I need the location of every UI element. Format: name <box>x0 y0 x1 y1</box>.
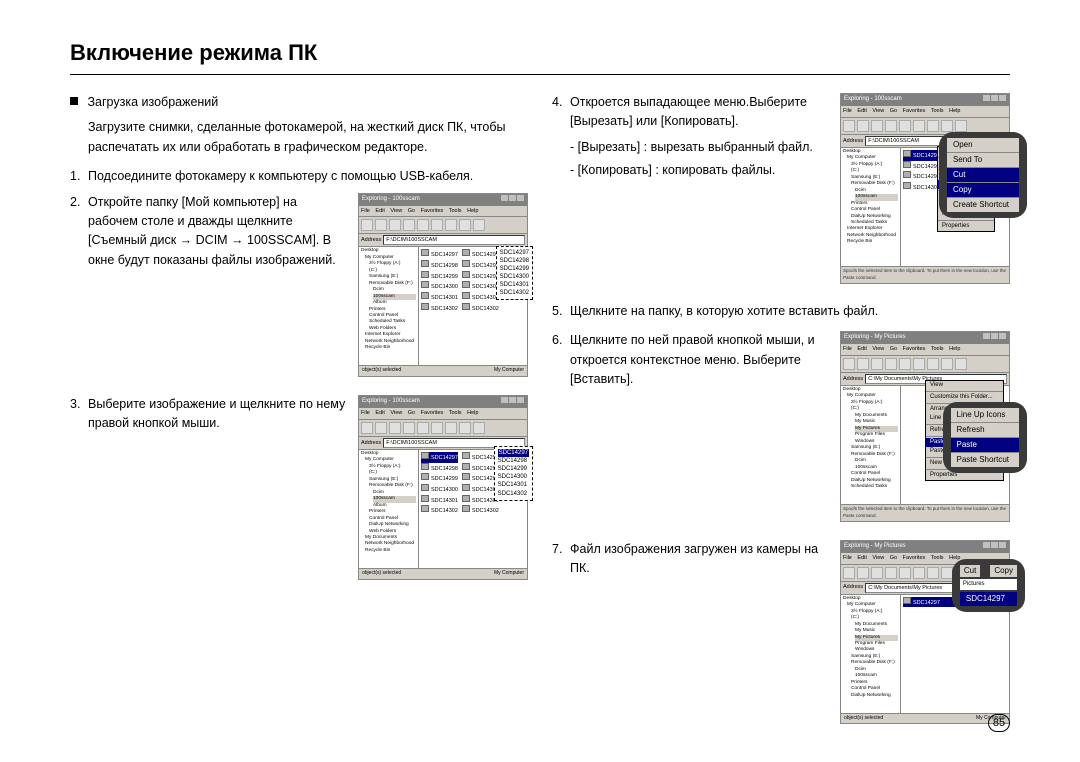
toolbar <box>359 217 527 234</box>
lens-cut-label: Cut <box>960 565 980 577</box>
lens-refresh: Refresh <box>951 423 1019 438</box>
status-bar: object(s) selected My Computer <box>359 365 527 376</box>
bullet-icon <box>70 97 78 105</box>
address-label: Address <box>361 236 381 245</box>
menu-tools: Tools <box>449 208 462 214</box>
screenshot-step3: Exploring - 100sscam File Edit View Go F… <box>358 395 528 580</box>
step-7: 7. Файл изображения загружен из камеры н… <box>552 540 832 579</box>
step-text: Выберите изображение и щелкните по нему … <box>88 395 350 434</box>
lens-file-name: SDC14297 <box>960 592 1017 606</box>
window-controls <box>500 195 524 205</box>
menu-file: File <box>361 208 370 214</box>
files-callout-selected: SDC14297 SDC14298 SDC14299 SDC14300 SDC1… <box>494 446 533 501</box>
screenshot-step2: Exploring - 100sscam File Edit View Go F… <box>358 193 528 378</box>
screenshot-step4: Exploring - 100sscam File Edit View Go F… <box>840 93 1010 284</box>
lens-cut: Cut <box>947 168 1019 183</box>
files-callout: SDC14297 SDC14298 SDC14299 SDC14300 SDC1… <box>496 246 533 301</box>
lens-paste-item: Paste <box>951 438 1019 453</box>
step-1: 1. Подсоедините фотокамеру к компьютеру … <box>70 167 528 186</box>
step-text: Откройте папку [Мой компьютер] на рабоче… <box>88 193 350 271</box>
right-column: 4. Откроется выпадающее меню.Выберите [В… <box>552 93 1010 742</box>
step-number: 5. <box>552 302 570 321</box>
lens-shortcut: Create Shortcut <box>947 198 1019 212</box>
section-heading-text: Загрузка изображений <box>87 95 218 109</box>
page-number: 85 <box>988 714 1010 732</box>
folder-tree: Desktop My Computer 3½ Floppy (A:) (C:) … <box>359 247 419 365</box>
step-2: 2. Откройте папку [Мой компьютер] на раб… <box>70 193 350 271</box>
step-number: 4. <box>552 93 570 132</box>
lens-paste-shortcut: Paste Shortcut <box>951 453 1019 467</box>
menu-fav: Favorites <box>421 208 444 214</box>
lens-open: Open <box>947 138 1019 153</box>
menu-help: Help <box>467 208 478 214</box>
page-title: Включение режима ПК <box>70 40 1010 75</box>
step-4: 4. Откроется выпадающее меню.Выберите [В… <box>552 93 832 132</box>
status-footnote: Spoofs the selected item to the clipboar… <box>841 266 1009 283</box>
left-column: Загрузка изображений Загрузите снимки, с… <box>70 93 528 742</box>
menu-edit: Edit <box>375 208 384 214</box>
window-controls <box>500 397 524 407</box>
step-number: 7. <box>552 540 570 579</box>
window-title: Exploring - 100sscam <box>844 95 902 105</box>
step-number: 2. <box>70 193 88 271</box>
window-title: Exploring - My Pictures <box>844 333 906 343</box>
lens-paste: Line Up Icons Refresh Paste Paste Shortc… <box>943 402 1027 473</box>
lens-pictures-label: Pictures <box>960 579 1017 590</box>
step-text: Файл изображения загружен из камеры на П… <box>570 540 832 579</box>
step-number: 3. <box>70 395 88 434</box>
intro-text: Загрузите снимки, сделанные фотокамерой,… <box>88 118 528 157</box>
step-number: 1. <box>70 167 88 186</box>
menubar: File Edit View Go Favorites Tools Help <box>359 206 527 218</box>
lens-copy-label: Copy <box>990 565 1017 577</box>
lens-sendto: Send To <box>947 153 1019 168</box>
menu-view: View <box>390 208 402 214</box>
lens-copy: Copy <box>947 183 1019 198</box>
lens-lineup: Line Up Icons <box>951 408 1019 423</box>
window-title: Exploring - My Pictures <box>844 542 906 552</box>
step-5: 5. Щелкните на папку, в которую хотите в… <box>552 302 1010 321</box>
window-title: Exploring - 100sscam <box>362 397 420 407</box>
step-4-sub2: - [Копировать] : копировать файлы. <box>570 161 832 180</box>
screenshot-step6: Exploring - My Pictures File Edit View G… <box>840 331 1010 522</box>
lens-file-copied: Cut Copy Pictures SDC14297 <box>952 559 1025 612</box>
step-4-sub1: - [Вырезать] : вырезать выбранный файл. <box>570 138 832 157</box>
window-title: Exploring - 100sscam <box>362 195 420 205</box>
step-text: Подсоедините фотокамеру к компьютеру с п… <box>88 167 528 186</box>
step-6: 6. Щелкните по ней правой кнопкой мыши, … <box>552 331 832 389</box>
step-text: Щелкните по ней правой кнопкой мыши, и о… <box>570 331 832 389</box>
step-text: Щелкните на папку, в которую хотите вста… <box>570 302 1010 321</box>
step-text: Откроется выпадающее меню.Выберите [Выре… <box>570 93 832 132</box>
screenshot-step7: Exploring - My Pictures File Edit View G… <box>840 540 1010 725</box>
step-number: 6. <box>552 331 570 389</box>
section-heading: Загрузка изображений <box>70 93 528 112</box>
address-path: F:\DCIM\100SSCAM <box>383 235 525 245</box>
menu-go: Go <box>408 208 415 214</box>
lens-cut-copy: Open Send To Cut Copy Create Shortcut <box>939 132 1027 218</box>
step-3: 3. Выберите изображение и щелкните по не… <box>70 395 350 434</box>
